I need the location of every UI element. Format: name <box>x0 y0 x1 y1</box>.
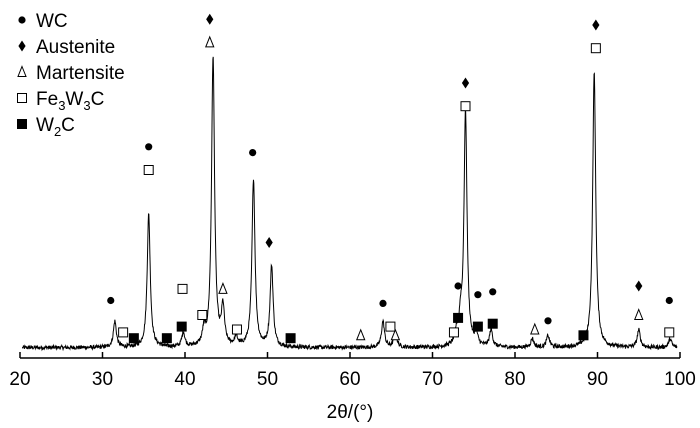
marker-martensite <box>355 328 366 341</box>
marker-wc <box>454 282 462 290</box>
diffraction-pattern <box>21 56 678 352</box>
marker-martensite <box>634 308 644 320</box>
marker-austenite <box>206 13 214 25</box>
x-tick-label: 100 <box>664 369 696 390</box>
marker-wc <box>107 296 115 305</box>
marker-fe3w3c <box>231 324 242 335</box>
marker-martensite <box>530 322 540 335</box>
x-tick-label: 80 <box>504 369 525 390</box>
marker-fe3w3c <box>590 43 601 54</box>
marker-fe3w3c <box>177 283 188 294</box>
marker-wc <box>544 317 552 325</box>
x-tick-label: 60 <box>339 369 360 390</box>
marker-fe3w3c <box>143 165 154 175</box>
phase-markers <box>107 13 675 344</box>
marker-fe3w3c <box>385 321 396 332</box>
marker-martensite <box>218 282 228 294</box>
marker-austenite <box>635 280 643 292</box>
legend-marker-martensite <box>17 65 27 77</box>
marker-wc <box>474 291 482 299</box>
legend-marker-fe3w3c <box>17 93 27 103</box>
marker-wc <box>249 149 257 157</box>
x-tick-label: 40 <box>174 369 195 390</box>
legend-label-martensite: Martensite <box>36 63 125 84</box>
legend-label-w2c: W2C <box>36 115 75 139</box>
legend-marker-w2c <box>17 119 27 129</box>
marker-w2c <box>176 321 187 332</box>
marker-martensite <box>390 328 401 341</box>
legend-marker-wc <box>18 16 26 24</box>
marker-austenite <box>461 77 470 89</box>
marker-austenite <box>592 19 600 31</box>
marker-martensite <box>205 35 215 48</box>
legend-label-fe3w3c: Fe3W3C <box>36 89 104 113</box>
marker-fe3w3c <box>118 327 129 338</box>
marker-w2c <box>578 330 589 341</box>
marker-w2c <box>453 312 464 323</box>
marker-fe3w3c <box>664 327 675 338</box>
marker-wc <box>665 296 673 305</box>
legend-label-austenite: Austenite <box>36 37 115 58</box>
marker-w2c <box>161 333 172 344</box>
marker-w2c <box>472 321 483 332</box>
marker-w2c <box>128 333 139 344</box>
plot-area: 20 30 40 50 60 70 80 90 100 <box>9 13 696 390</box>
marker-fe3w3c <box>448 327 459 338</box>
marker-wc <box>379 299 387 307</box>
marker-austenite <box>265 237 273 248</box>
x-tick-label: 50 <box>257 369 278 390</box>
marker-fe3w3c <box>197 310 208 320</box>
x-tick-label: 90 <box>587 369 608 390</box>
x-tick-label: 20 <box>9 369 30 390</box>
x-tick-label: 70 <box>422 369 443 390</box>
marker-fe3w3c <box>460 101 471 112</box>
x-tick-label: 30 <box>92 369 113 390</box>
marker-w2c <box>487 318 498 329</box>
legend-marker-austenite <box>18 40 26 52</box>
marker-w2c <box>285 333 296 344</box>
x-axis-title: 2θ/(°) <box>327 402 374 423</box>
legend-label-wc: WC <box>36 11 68 32</box>
marker-wc <box>489 288 497 296</box>
marker-wc <box>145 143 153 151</box>
